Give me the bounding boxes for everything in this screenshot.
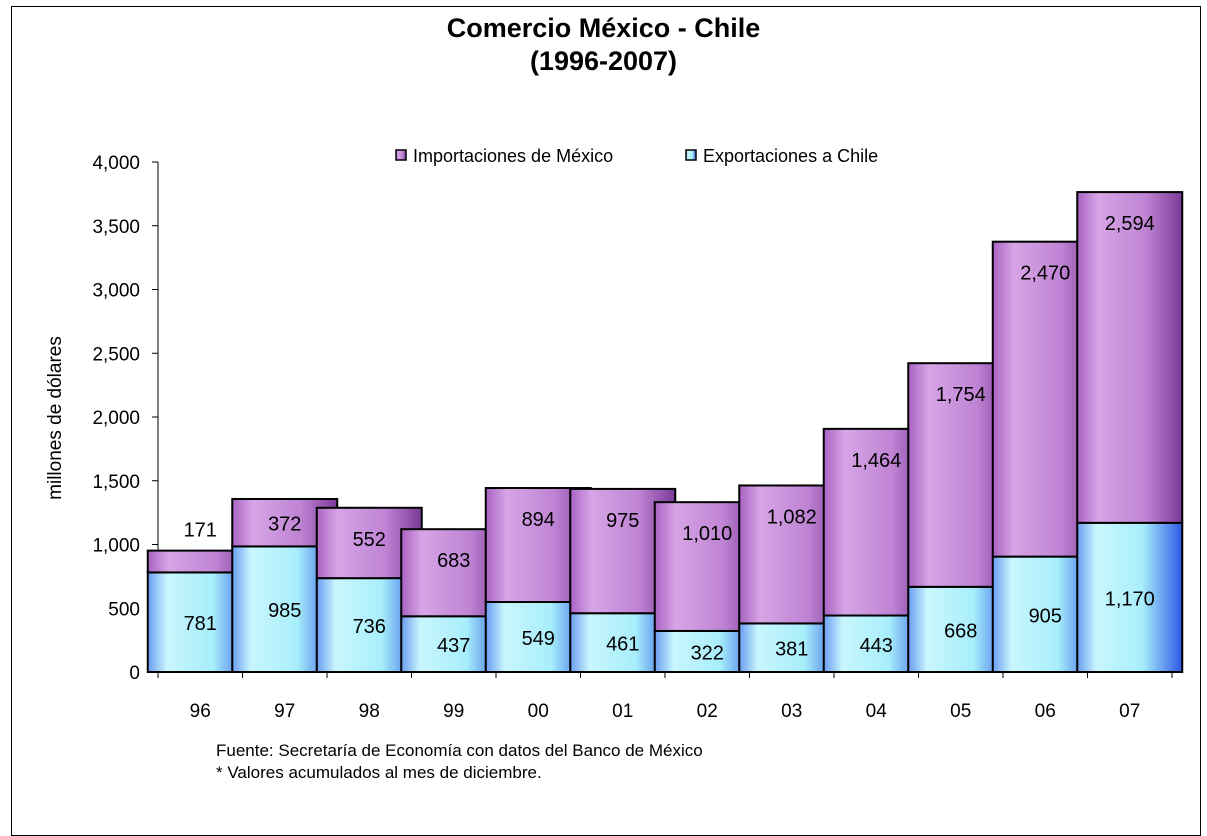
y-tick-label: 3,000 [92,281,140,302]
data-label: 443 [860,635,893,657]
y-tick-label: 1,500 [92,472,140,493]
y-tick-label: 4,000 [92,153,140,174]
data-label: 668 [944,620,977,642]
footnote: * Valores acumulados al mes de diciembre… [216,763,542,782]
y-tick-label: 500 [108,599,140,620]
chart-notes: Fuente: Secretaría de Economía con datos… [216,740,703,784]
y-tick-label: 3,500 [92,217,140,238]
y-tick-label: 2,000 [92,408,140,429]
x-tick-label: 02 [697,701,718,722]
data-label: 549 [522,628,555,650]
legend-label: Importaciones de México [413,146,613,166]
y-tick-label: 0 [129,663,140,684]
x-tick-label: 03 [781,701,802,722]
chart-title: Comercio México - Chile [446,13,761,43]
legend: Importaciones de México Exportaciones a C… [395,146,878,166]
source-note: Fuente: Secretaría de Economía con datos… [216,741,703,760]
data-label: 905 [1029,605,1062,627]
chart-title-block: Comercio México - Chile (1996-2007) [0,12,1207,78]
data-label: 975 [606,510,639,532]
x-tick-label: 99 [443,701,464,722]
x-axis: 96 97 98 99 00 01 02 03 04 05 06 07 [157,671,1173,722]
x-tick-label: 97 [274,701,295,722]
data-label: 894 [522,509,555,531]
data-label: 683 [437,550,470,572]
data-label: 372 [268,514,301,536]
data-label: 1,754 [936,384,986,406]
x-tick-label: 01 [612,701,633,722]
y-axis-label: millones de dólares [45,336,66,500]
data-label: 781 [184,613,217,635]
x-tick-label: 00 [528,701,549,722]
data-label: 736 [353,616,386,638]
x-tick-label: 04 [866,701,888,722]
x-tick-label: 98 [359,701,380,722]
data-label: 2,594 [1105,213,1155,235]
data-label: 322 [691,642,724,664]
chart-subtitle: (1996-2007) [529,46,678,76]
data-label: 461 [606,634,639,656]
data-label: 985 [268,600,301,622]
data-label: 2,470 [1020,263,1070,285]
legend-swatch [395,149,407,161]
y-axis: 0 500 1,000 1,500 2,000 2,500 3,000 3,500 4,000 [92,153,159,684]
x-tick-label: 06 [1035,701,1056,722]
data-label: 381 [775,639,808,661]
data-label: 1,010 [682,523,732,545]
bar-segment [1076,191,1184,524]
x-tick-label: 07 [1119,701,1140,722]
x-tick-label: 96 [190,701,211,722]
data-label: 1,464 [851,450,901,472]
data-label: 437 [437,635,470,657]
y-tick-label: 1,000 [92,536,140,557]
legend-label: Exportaciones a Chile [703,146,878,166]
y-tick-label: 2,500 [92,344,140,365]
x-tick-label: 05 [950,701,971,722]
legend-swatch [685,149,697,161]
data-label: 171 [184,520,217,542]
bars: 781 171 985 372 736 552 437 683 549 894 461 975 322 1… [146,191,1184,674]
data-label: 552 [353,529,386,551]
data-label: 1,170 [1105,588,1155,610]
data-label: 1,082 [767,506,817,528]
